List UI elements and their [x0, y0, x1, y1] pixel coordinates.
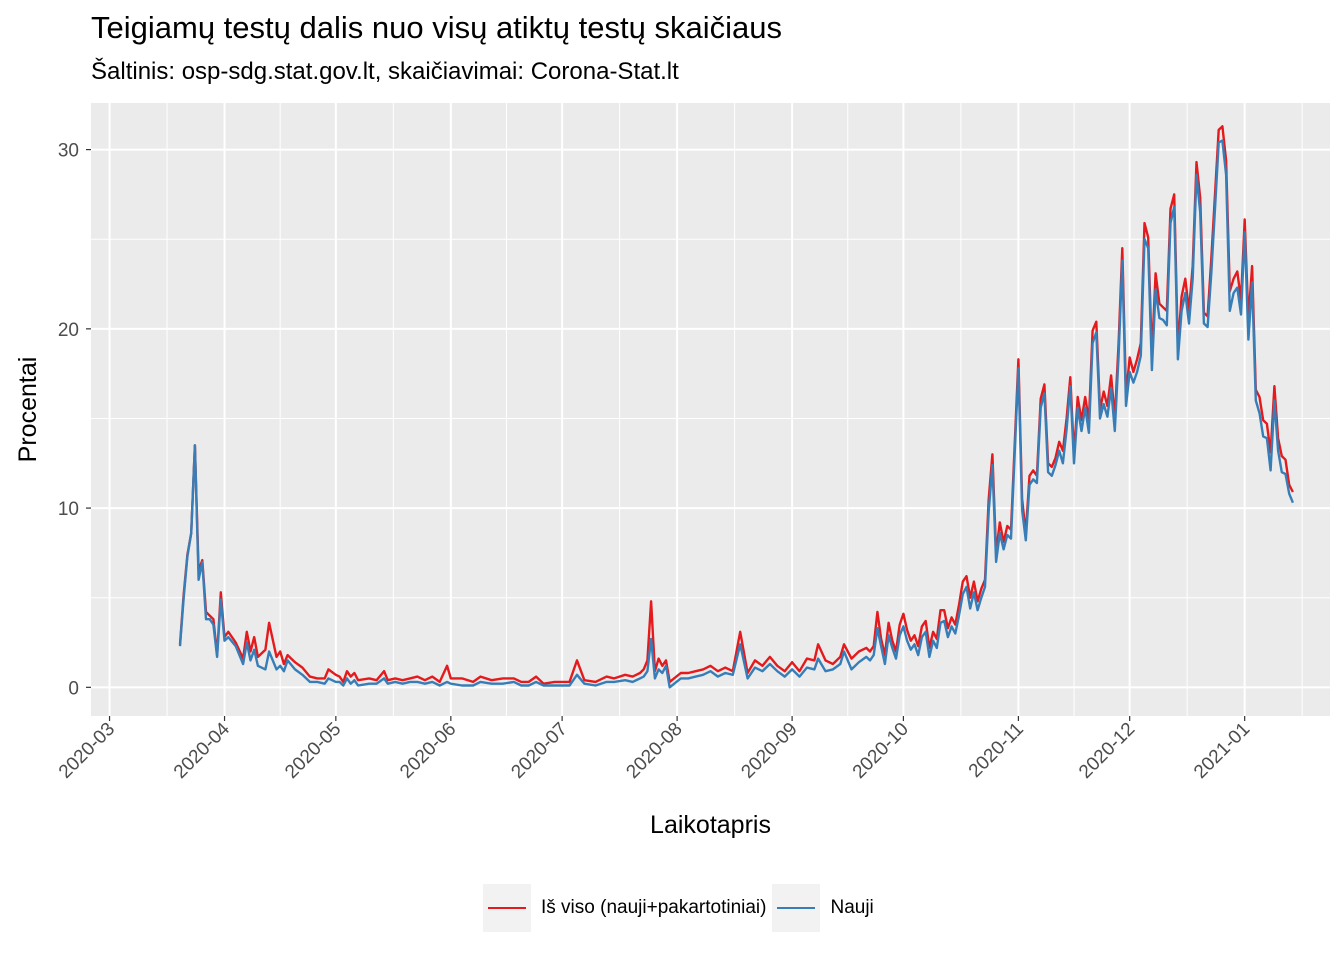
x-tick-label: 2021-01	[1190, 719, 1254, 783]
x-axis: 2020-03 2020-04 2020-05 2020-06 2020-07 2020-…	[55, 716, 1254, 783]
legend: Iš viso (nauji+pakartotiniai) Nauji	[483, 884, 880, 932]
series-line-1	[178, 139, 1295, 689]
legend-item-new: Nauji	[772, 884, 879, 932]
x-tick-label: 2020-04	[170, 718, 234, 782]
grid-minor	[91, 103, 1330, 716]
legend-label-total: Iš viso (nauji+pakartotiniai)	[541, 897, 767, 918]
x-tick-label: 2020-06	[396, 719, 460, 783]
plot-panel	[91, 103, 1330, 716]
legend-label-new: Nauji	[830, 897, 874, 918]
x-tick-label: 2020-05	[281, 719, 345, 783]
chart-title: Teigiamų testų dalis nuo visų atiktų tes…	[91, 10, 782, 45]
legend-item-total: Iš viso (nauji+pakartotiniai)	[483, 884, 772, 932]
x-tick-label: 2020-10	[849, 719, 913, 783]
x-tick-label: 2020-07	[507, 719, 571, 783]
x-tick-label: 2020-08	[622, 719, 686, 783]
x-tick-label: 2020-11	[965, 719, 1028, 782]
x-tick-label: 2020-03	[55, 719, 119, 783]
y-tick-label: 0	[68, 678, 79, 699]
y-tick-label: 10	[58, 499, 79, 520]
y-axis: 0 10 20 30	[58, 141, 91, 699]
legend-key-total	[483, 884, 531, 932]
series-layer	[178, 125, 1295, 689]
y-tick-label: 20	[58, 320, 79, 341]
y-tick-label: 30	[58, 141, 79, 162]
series-line-0	[178, 125, 1294, 685]
legend-key-new	[772, 884, 821, 932]
x-tick-label: 2020-12	[1075, 719, 1139, 783]
x-tick-label: 2020-09	[737, 719, 801, 783]
chart-subtitle: Šaltinis: osp-sdg.stat.gov.lt, skaičiavi…	[91, 58, 679, 85]
x-axis-title: Laikotapris	[650, 811, 771, 839]
y-axis-title: Procentai	[14, 357, 42, 463]
